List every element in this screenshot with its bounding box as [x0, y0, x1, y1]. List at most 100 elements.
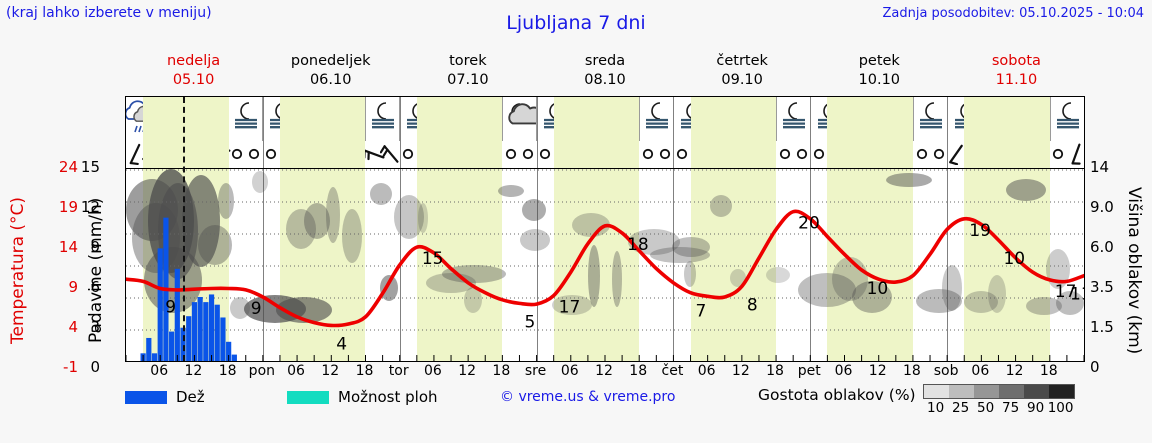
wind-barb-calm	[674, 141, 691, 168]
minor-ticks	[126, 355, 1084, 361]
time-axis-label: 12	[321, 363, 340, 379]
day-name: ponedeljek	[290, 53, 371, 69]
day-separator	[673, 97, 675, 168]
legend-item-showers: Možnost ploh	[287, 388, 438, 406]
legend-label-rain: Dež	[176, 388, 205, 406]
temperature-value-label: 11	[1070, 285, 1084, 305]
cloud-height-axis-ticks: 14 9.0 6.0 3.5 1.5 0	[1090, 160, 1130, 375]
cloud-density-step-label: 75	[1002, 400, 1020, 416]
time-axis-label: pet	[797, 363, 821, 379]
temperature-value-label: 17	[559, 298, 581, 318]
day-date: 05.10	[172, 72, 215, 88]
temperature-value-label: 8	[747, 295, 758, 315]
last-updated: Zadnja posodobitev: 05.10.2025 - 10:04	[882, 6, 1144, 21]
temperature-value-label: 17	[1055, 282, 1077, 302]
axis-tick: 15	[80, 158, 100, 176]
day-separator	[947, 169, 949, 361]
weather-icon-moon-mist	[1051, 97, 1084, 141]
page-title: Ljubljana 7 dni	[506, 12, 646, 34]
temperature-axis-title: Temperatura (°C)	[8, 196, 28, 344]
day-name: sobota	[991, 53, 1041, 69]
daylight-shading	[964, 97, 1050, 168]
wind-barb-calm	[229, 141, 246, 168]
time-axis-label: 18	[766, 363, 784, 379]
day-separator	[399, 97, 401, 168]
axis-tick: 9.0	[1090, 198, 1114, 216]
cloud-density-segment	[973, 385, 999, 398]
day-header-3: sreda 08.10	[536, 52, 673, 94]
daylight-shading	[690, 169, 777, 361]
temperature-value-label: 7	[696, 302, 707, 322]
wind-barb-barb	[1067, 141, 1084, 168]
chart-plot-area: 994155177188201019101711	[126, 169, 1084, 361]
cloud-density-ramp: 10 25 50 75 90 100	[922, 384, 1075, 416]
day-header-row: nedelja 05.10 ponedeljek 06.10 torek 07.10 sre…	[125, 52, 1085, 94]
axis-tick: 3.5	[1090, 278, 1114, 296]
temperature-value-label: 20	[798, 214, 820, 234]
showers-color-swatch	[287, 390, 329, 404]
cloud-density-title: Gostota oblakov (%)	[758, 386, 916, 404]
axis-tick: 3	[90, 318, 100, 336]
location-menu-note: (kraj lahko izberete v meniju)	[6, 5, 212, 21]
time-axis-label: 06	[560, 363, 579, 379]
day-separator	[947, 97, 949, 168]
wind-barb-calm	[913, 141, 930, 168]
wind-barb-calm	[793, 141, 810, 168]
wind-barb-calm	[502, 141, 519, 168]
daylight-shading	[553, 97, 640, 168]
time-axis-label: 06	[424, 363, 442, 379]
wind-barb-calm	[930, 141, 947, 168]
daylight-shading	[964, 169, 1050, 361]
day-separator	[810, 97, 812, 168]
day-separator	[536, 169, 538, 361]
day-separator	[262, 97, 264, 168]
day-name: sreda	[584, 53, 626, 69]
axis-tick: 6	[90, 278, 100, 296]
axis-tick: 0	[1090, 358, 1100, 376]
copyright-link[interactable]: © vreme.us & vreme.pro	[500, 389, 676, 405]
weather-icon-moon-mist	[229, 97, 263, 141]
cloud-density-step-label: 100	[1047, 400, 1074, 416]
day-separator	[673, 169, 675, 361]
cloud-density-step-label: 50	[977, 400, 995, 416]
axis-tick: 14	[58, 238, 78, 256]
day-header-1: ponedeljek 06.10	[262, 52, 399, 94]
time-axis-label: 12	[595, 363, 613, 379]
weather-icon-moon-mist	[777, 97, 811, 141]
daylight-shading	[690, 97, 777, 168]
daylight-shading	[143, 97, 229, 168]
axis-tick: 1.5	[1090, 318, 1114, 336]
wind-barb-calm	[656, 141, 673, 168]
day-date: 09.10	[721, 72, 763, 88]
wind-barb-calm	[520, 141, 537, 168]
axis-tick: 6.0	[1090, 238, 1114, 256]
cloud-density-step-label: 10	[927, 400, 945, 416]
time-axis-label: 18	[218, 363, 237, 379]
precipitation-axis-ticks: 15 12 9 6 3 0	[60, 158, 100, 375]
time-axis-label: 06	[834, 363, 853, 379]
day-header-4: četrtek 09.10	[674, 52, 811, 94]
axis-tick: 12	[80, 198, 100, 216]
time-axis-label: 06	[971, 363, 990, 379]
legend: Dež Možnost ploh © vreme.us & vreme.pro …	[125, 384, 1145, 422]
temperature-value-label: 9	[251, 299, 262, 319]
rain-color-swatch	[125, 390, 167, 404]
time-axis-label: sob	[933, 363, 959, 379]
temperature-axis-ticks: 24 19 14 9 4 -1	[38, 160, 78, 375]
day-header-6: sobota 11.10	[948, 52, 1085, 94]
cloud-density-segment	[1048, 385, 1074, 398]
weather-icon-moon-cloud	[503, 97, 537, 141]
day-date: 06.10	[309, 72, 352, 88]
cloud-density-segment	[948, 385, 974, 398]
daylight-shading	[827, 97, 913, 168]
day-date: 10.10	[858, 72, 901, 88]
temperature-value-label: 9	[165, 297, 176, 317]
cloud-density-scale-labels: 10 25 50 75 90 100	[923, 400, 1075, 416]
time-axis-label: 12	[1005, 363, 1024, 379]
time-axis-label: 06	[287, 363, 305, 379]
cloud-density-legend: Gostota oblakov (%) 10 25 50 75 90 100	[758, 384, 1075, 416]
time-axis-label: 12	[731, 363, 750, 379]
time-axis-label: 18	[903, 363, 921, 379]
day-name: četrtek	[716, 53, 768, 69]
axis-tick: 0	[90, 358, 100, 376]
